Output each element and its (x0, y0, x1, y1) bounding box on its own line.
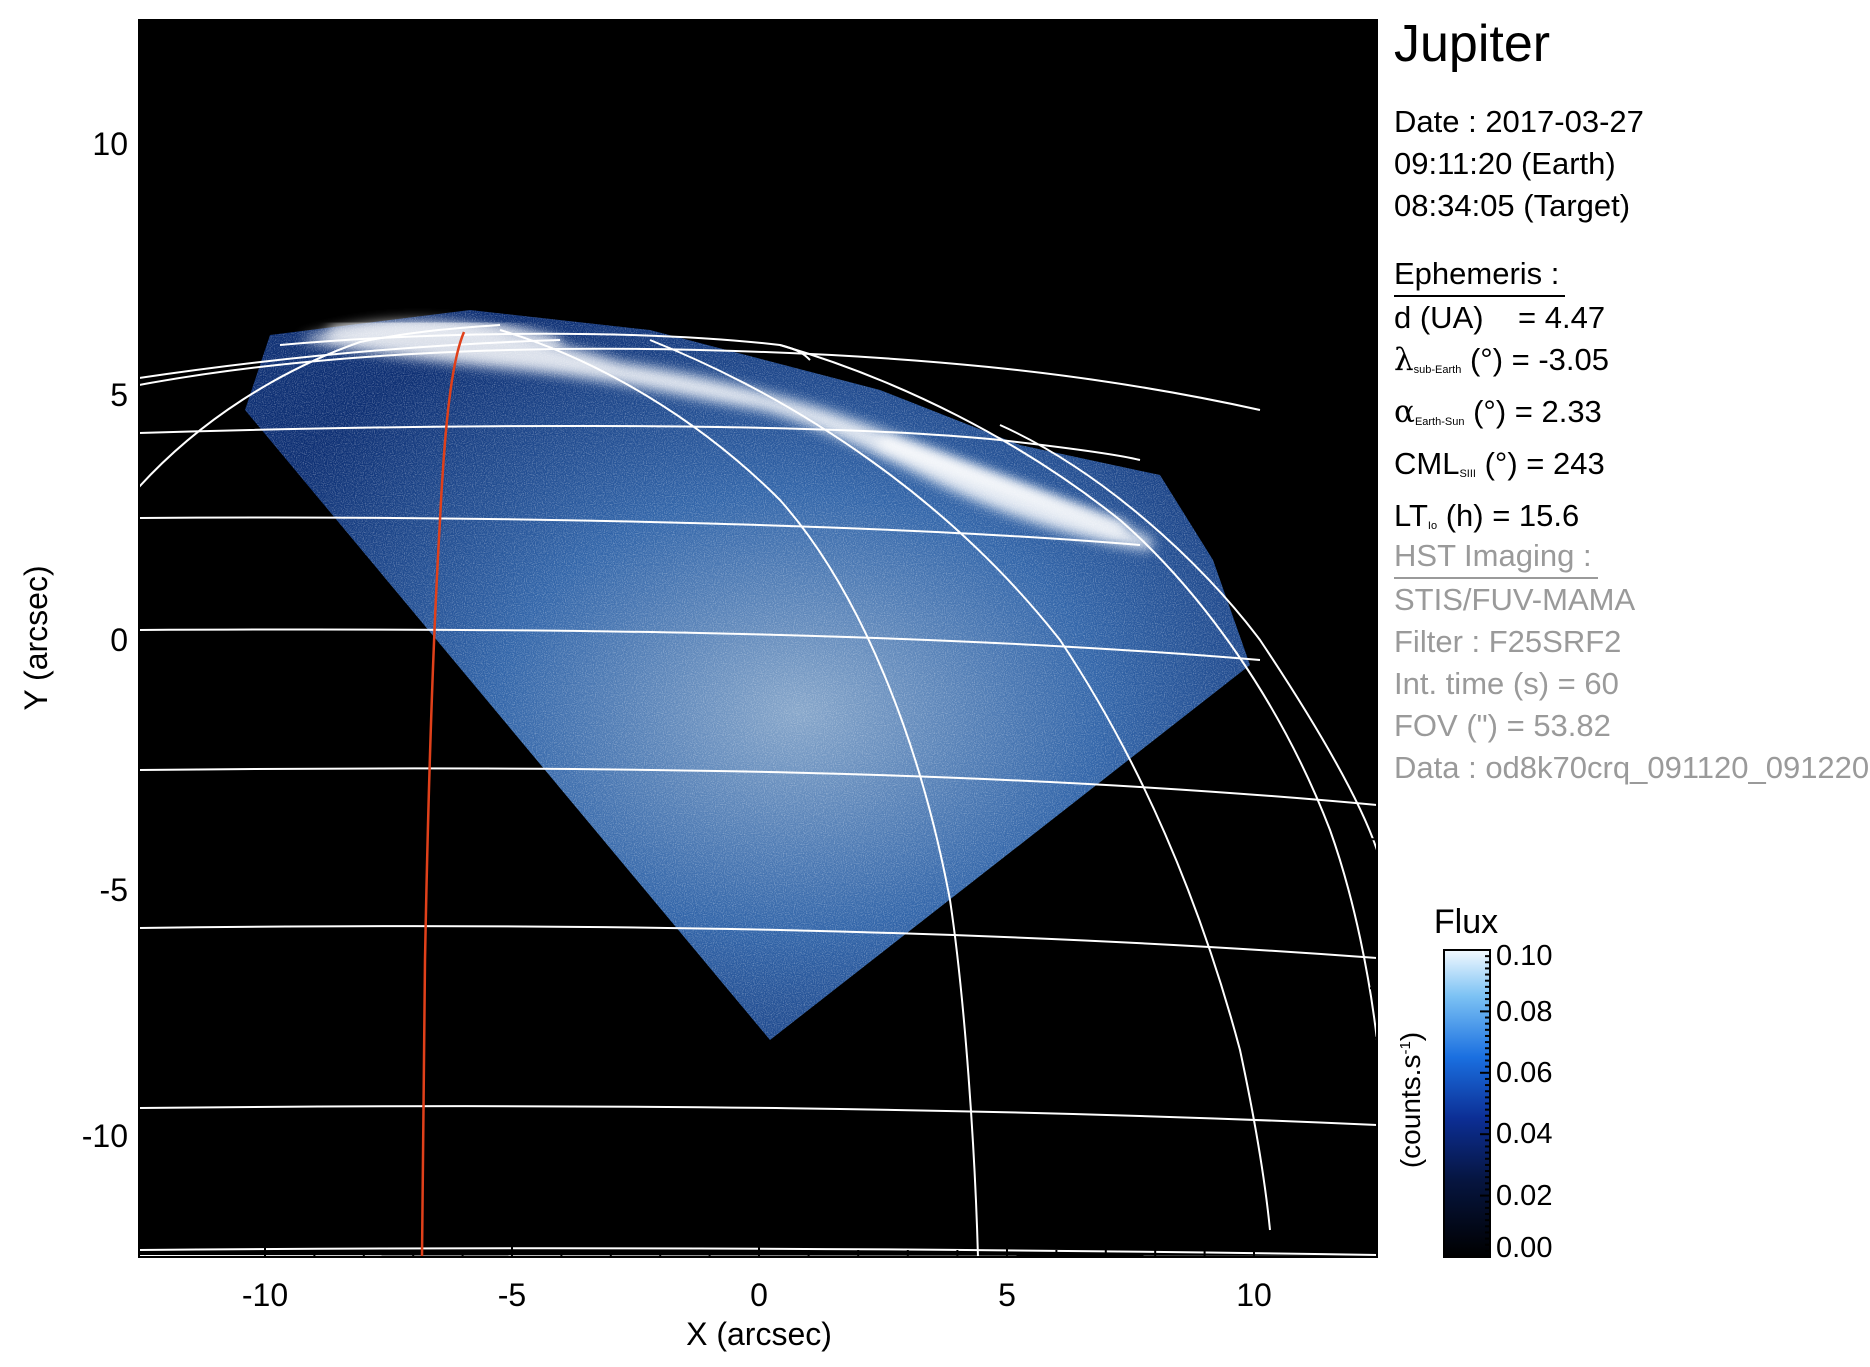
planet-title: Jupiter (1394, 15, 1551, 73)
y-tick-label: 5 (110, 377, 128, 413)
fov-line: FOV (") = 53.82 (1394, 708, 1611, 743)
colorbar-tick-label: 0.08 (1496, 996, 1552, 1028)
lambda-symbol: λ (1394, 342, 1414, 378)
cml-line: CMLSIII (°) = 243 (1394, 443, 1609, 495)
lat-lon-grid (139, 324, 1377, 1257)
x-tick-label: 0 (750, 1277, 768, 1313)
y-axis-label: Y (arcsec) (18, 565, 54, 710)
x-tick-label: -10 (242, 1277, 288, 1313)
integration-time-line: Int. time (s) = 60 (1394, 666, 1619, 701)
colorbar-tick-label: 0.02 (1496, 1180, 1552, 1212)
lambda-subscript: sub-Earth (1413, 364, 1462, 376)
y-tick-label: -5 (100, 872, 128, 908)
y-tick-label: 0 (110, 622, 128, 658)
lt-subscript: Io (1427, 520, 1438, 532)
local-time-line: LTIo (h) = 15.6 (1394, 495, 1609, 547)
distance-value: = 4.47 (1518, 300, 1606, 335)
phase-value: (°) = 2.33 (1473, 394, 1602, 429)
x-tick-label: 10 (1236, 1277, 1272, 1313)
distance-label: d (UA) (1394, 300, 1484, 335)
distance-line: d (UA) = 4.47 (1394, 297, 1609, 339)
local-time-value: (h) = 15.6 (1445, 498, 1580, 533)
x-tick-label: -5 (498, 1277, 526, 1313)
colorbar-tick-label: 0.10 (1496, 940, 1552, 972)
phase-line: αEarth-Sun (°) = 2.33 (1394, 391, 1609, 443)
auroral-emission (300, 321, 1154, 550)
instrument-line: STIS/FUV-MAMA (1394, 582, 1636, 617)
latitude-value: (°) = -3.05 (1469, 342, 1610, 377)
earth-time-line: 09:11:20 (Earth) (1394, 146, 1616, 181)
y-tick-label: 10 (92, 126, 128, 162)
cml-value: (°) = 243 (1484, 446, 1605, 481)
ephemeris-header: Ephemeris : (1394, 253, 1566, 297)
io-footprint-line (420, 331, 466, 1257)
latitude-line: λsub-Earth (°) = -3.05 (1394, 339, 1609, 391)
colorbar-tick-label: 0.04 (1496, 1118, 1552, 1150)
alpha-subscript: Earth-Sun (1414, 416, 1465, 428)
hst-block: HST Imaging : STIS/FUV-MAMA Filter : F25… (1394, 535, 1869, 789)
y-tick-label: -10 (82, 1118, 128, 1154)
x-tick-label: 5 (998, 1277, 1016, 1313)
colorbar-ticks (1480, 949, 1490, 1258)
colorbar-tick-label: 0.06 (1496, 1057, 1552, 1089)
colorbar-unit: (counts.s-1) (1395, 1032, 1426, 1168)
axis-ticks (139, 20, 1377, 1257)
x-axis-label: X (arcsec) (686, 1316, 832, 1352)
alpha-symbol: α (1394, 394, 1415, 430)
target-time-line: 08:34:05 (Target) (1394, 188, 1631, 223)
date-line: Date : 2017-03-27 (1394, 104, 1644, 139)
cml-subscript: SIII (1459, 468, 1476, 480)
filter-line: Filter : F25SRF2 (1394, 624, 1622, 659)
colorbar-tick-label: 0.00 (1496, 1232, 1552, 1264)
colorbar-title: Flux (1434, 903, 1498, 941)
ephemeris-block: Ephemeris : d (UA) = 4.47 λsub-Earth (°)… (1394, 253, 1609, 547)
data-file-line: Data : od8k70crq_091120_091220 (1394, 750, 1870, 785)
colorbar (1443, 949, 1491, 1258)
cml-label: CML (1394, 446, 1460, 481)
hst-header: HST Imaging : (1394, 535, 1598, 579)
lt-label: LT (1394, 498, 1428, 533)
date-block: Date : 2017-03-27 09:11:20 (Earth) 08:34… (1394, 101, 1644, 227)
